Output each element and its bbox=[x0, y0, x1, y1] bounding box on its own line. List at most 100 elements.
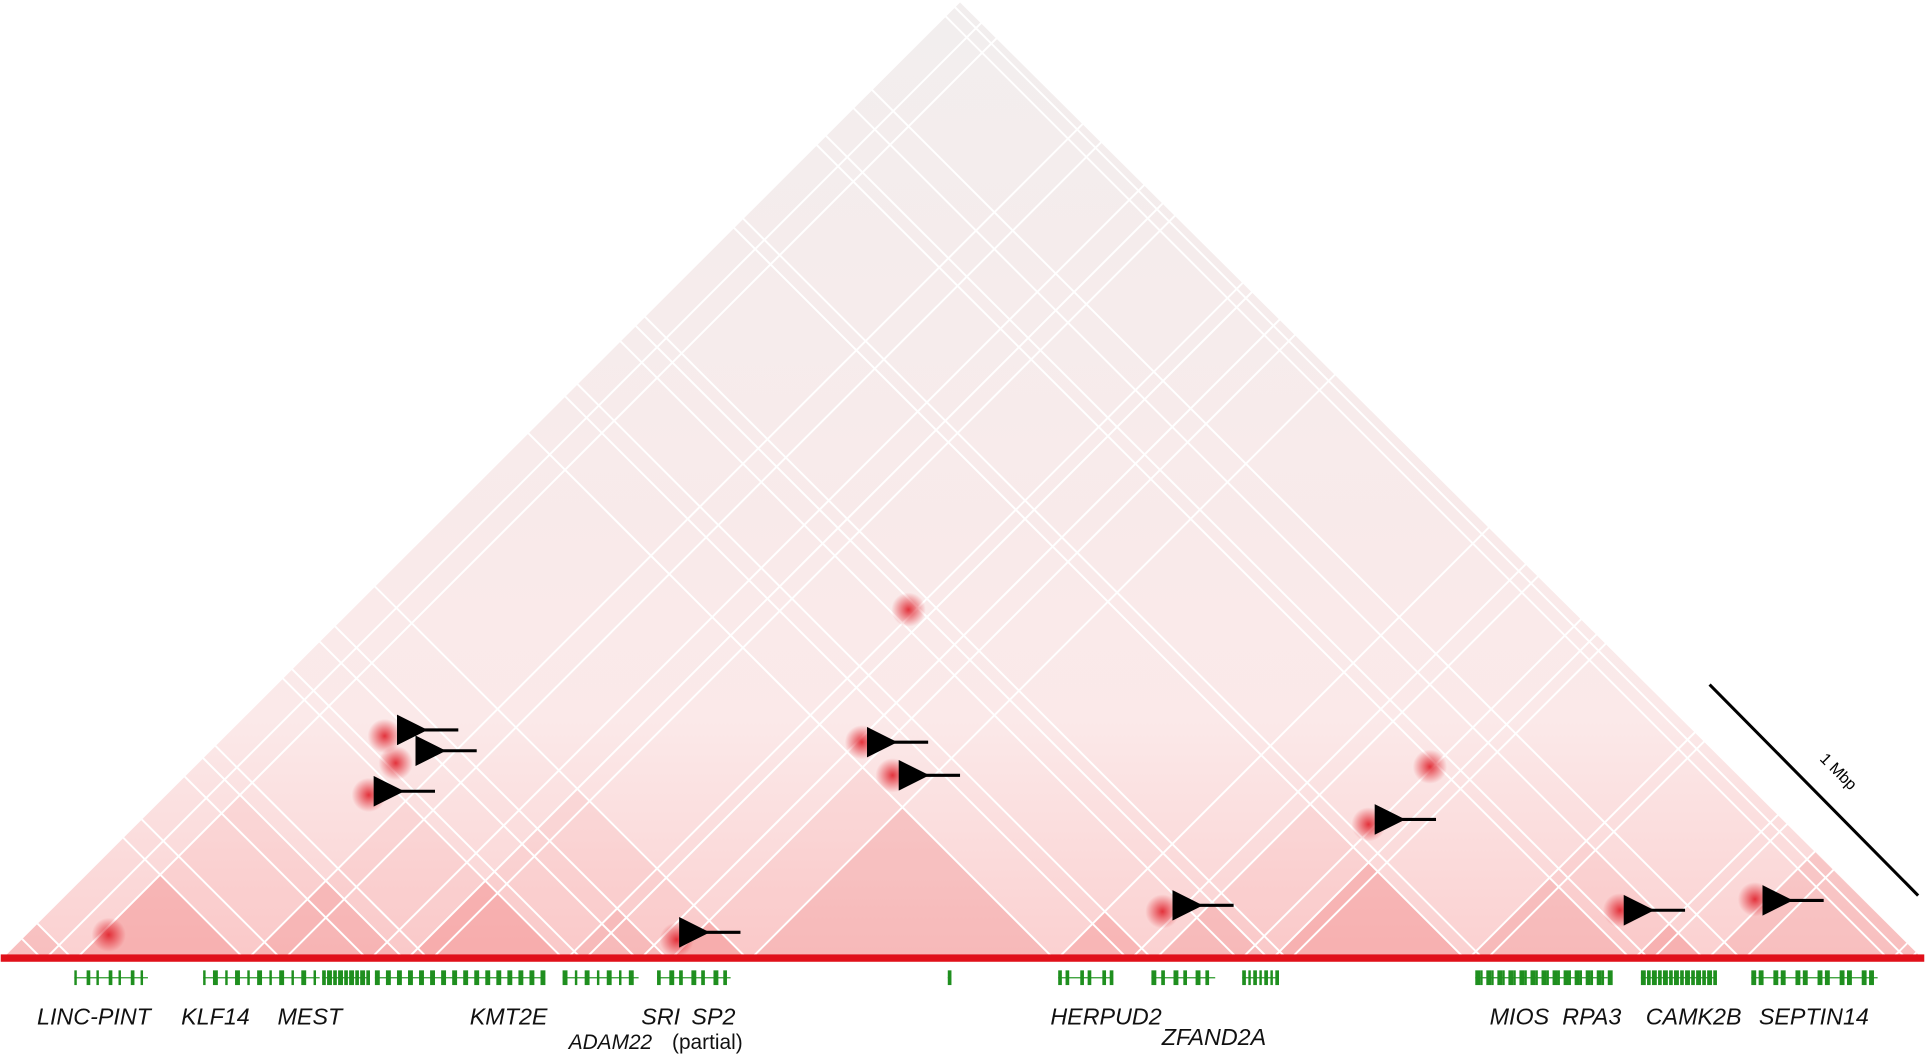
exon bbox=[1563, 970, 1569, 986]
exon bbox=[441, 970, 447, 986]
exon bbox=[1702, 970, 1706, 986]
exon bbox=[1839, 970, 1845, 986]
exon bbox=[1524, 970, 1527, 986]
exon bbox=[669, 970, 675, 986]
exon bbox=[1552, 970, 1558, 986]
exon bbox=[344, 970, 348, 986]
exon bbox=[518, 970, 524, 986]
exon bbox=[408, 970, 413, 986]
gap-line bbox=[825, 134, 1652, 962]
gap-line bbox=[368, 182, 1148, 962]
exon bbox=[1696, 970, 1701, 986]
exon bbox=[212, 970, 218, 986]
gap-line bbox=[576, 383, 1155, 962]
exon bbox=[452, 970, 458, 986]
exon bbox=[1248, 970, 1251, 986]
loop-dot bbox=[91, 917, 126, 952]
exon bbox=[1601, 970, 1605, 986]
exon bbox=[1607, 970, 1613, 986]
partial-note: (partial) bbox=[672, 1031, 743, 1054]
gap-line bbox=[73, 34, 1000, 962]
exon bbox=[1647, 970, 1651, 986]
exon bbox=[1557, 970, 1560, 986]
exon bbox=[1242, 970, 1246, 986]
exon bbox=[1846, 970, 1852, 986]
gene-label: KMT2E bbox=[470, 1003, 548, 1029]
loop-dot bbox=[1145, 894, 1180, 929]
loop-dot bbox=[875, 758, 910, 793]
exon bbox=[574, 970, 578, 986]
exon bbox=[1751, 970, 1757, 986]
exon bbox=[301, 970, 307, 986]
exon bbox=[1519, 970, 1525, 986]
gap-line bbox=[291, 668, 585, 962]
gap-line bbox=[852, 107, 1707, 962]
exon bbox=[333, 970, 337, 986]
exon bbox=[1535, 970, 1538, 986]
gap-line bbox=[1055, 525, 1491, 962]
loop-dot bbox=[1351, 807, 1386, 842]
exon bbox=[1264, 970, 1268, 986]
exon bbox=[1680, 970, 1684, 986]
loop-dot bbox=[1737, 882, 1773, 917]
exon bbox=[430, 970, 435, 986]
gap-line bbox=[122, 837, 247, 962]
exon bbox=[1486, 970, 1492, 986]
exon bbox=[657, 970, 661, 986]
exon bbox=[1691, 970, 1695, 986]
exon bbox=[1275, 970, 1279, 986]
exon bbox=[257, 970, 263, 986]
exon bbox=[1713, 970, 1717, 986]
domain bbox=[1466, 840, 1706, 961]
exon bbox=[1658, 970, 1662, 986]
exon bbox=[463, 970, 469, 986]
exon bbox=[385, 970, 391, 986]
gap-line bbox=[944, 15, 1891, 962]
exon bbox=[619, 970, 622, 986]
exon bbox=[140, 970, 144, 986]
exon bbox=[507, 970, 513, 986]
loop-dot bbox=[1602, 893, 1638, 928]
exon bbox=[1195, 970, 1201, 986]
exon bbox=[1151, 970, 1157, 986]
loop-dot bbox=[891, 592, 926, 627]
domain bbox=[0, 923, 75, 961]
exon bbox=[1065, 970, 1070, 986]
exon bbox=[628, 970, 634, 986]
exon bbox=[691, 970, 697, 986]
exon bbox=[360, 970, 366, 986]
exon bbox=[1161, 970, 1165, 986]
domain bbox=[1153, 902, 1271, 961]
gene-label: SP2 bbox=[691, 1003, 735, 1029]
domain bbox=[246, 801, 566, 961]
exon bbox=[1102, 970, 1107, 986]
gene-label: MIOS bbox=[1490, 1003, 1550, 1029]
exon bbox=[723, 970, 727, 986]
gene-label: ADAM22 bbox=[567, 1031, 653, 1054]
exon bbox=[1546, 970, 1549, 986]
exon bbox=[1480, 970, 1483, 986]
exon bbox=[247, 970, 250, 986]
gap-line bbox=[644, 315, 1290, 962]
exon bbox=[74, 970, 77, 986]
exon bbox=[235, 970, 240, 986]
domain bbox=[405, 788, 750, 961]
exon bbox=[1590, 970, 1594, 986]
loop-dot bbox=[367, 718, 402, 754]
exon bbox=[1651, 970, 1657, 986]
domain bbox=[246, 880, 406, 961]
gap-line bbox=[748, 372, 1338, 962]
exon bbox=[1087, 970, 1092, 986]
exon bbox=[584, 970, 590, 986]
exon bbox=[1080, 970, 1084, 986]
exon bbox=[313, 970, 317, 986]
loop-dot bbox=[378, 745, 413, 781]
exon bbox=[374, 970, 380, 986]
gene-label: LINC-PINT bbox=[37, 1003, 153, 1029]
exon bbox=[1585, 970, 1591, 986]
loop-dot bbox=[351, 777, 386, 813]
exon bbox=[540, 970, 546, 986]
exon bbox=[1817, 970, 1823, 986]
